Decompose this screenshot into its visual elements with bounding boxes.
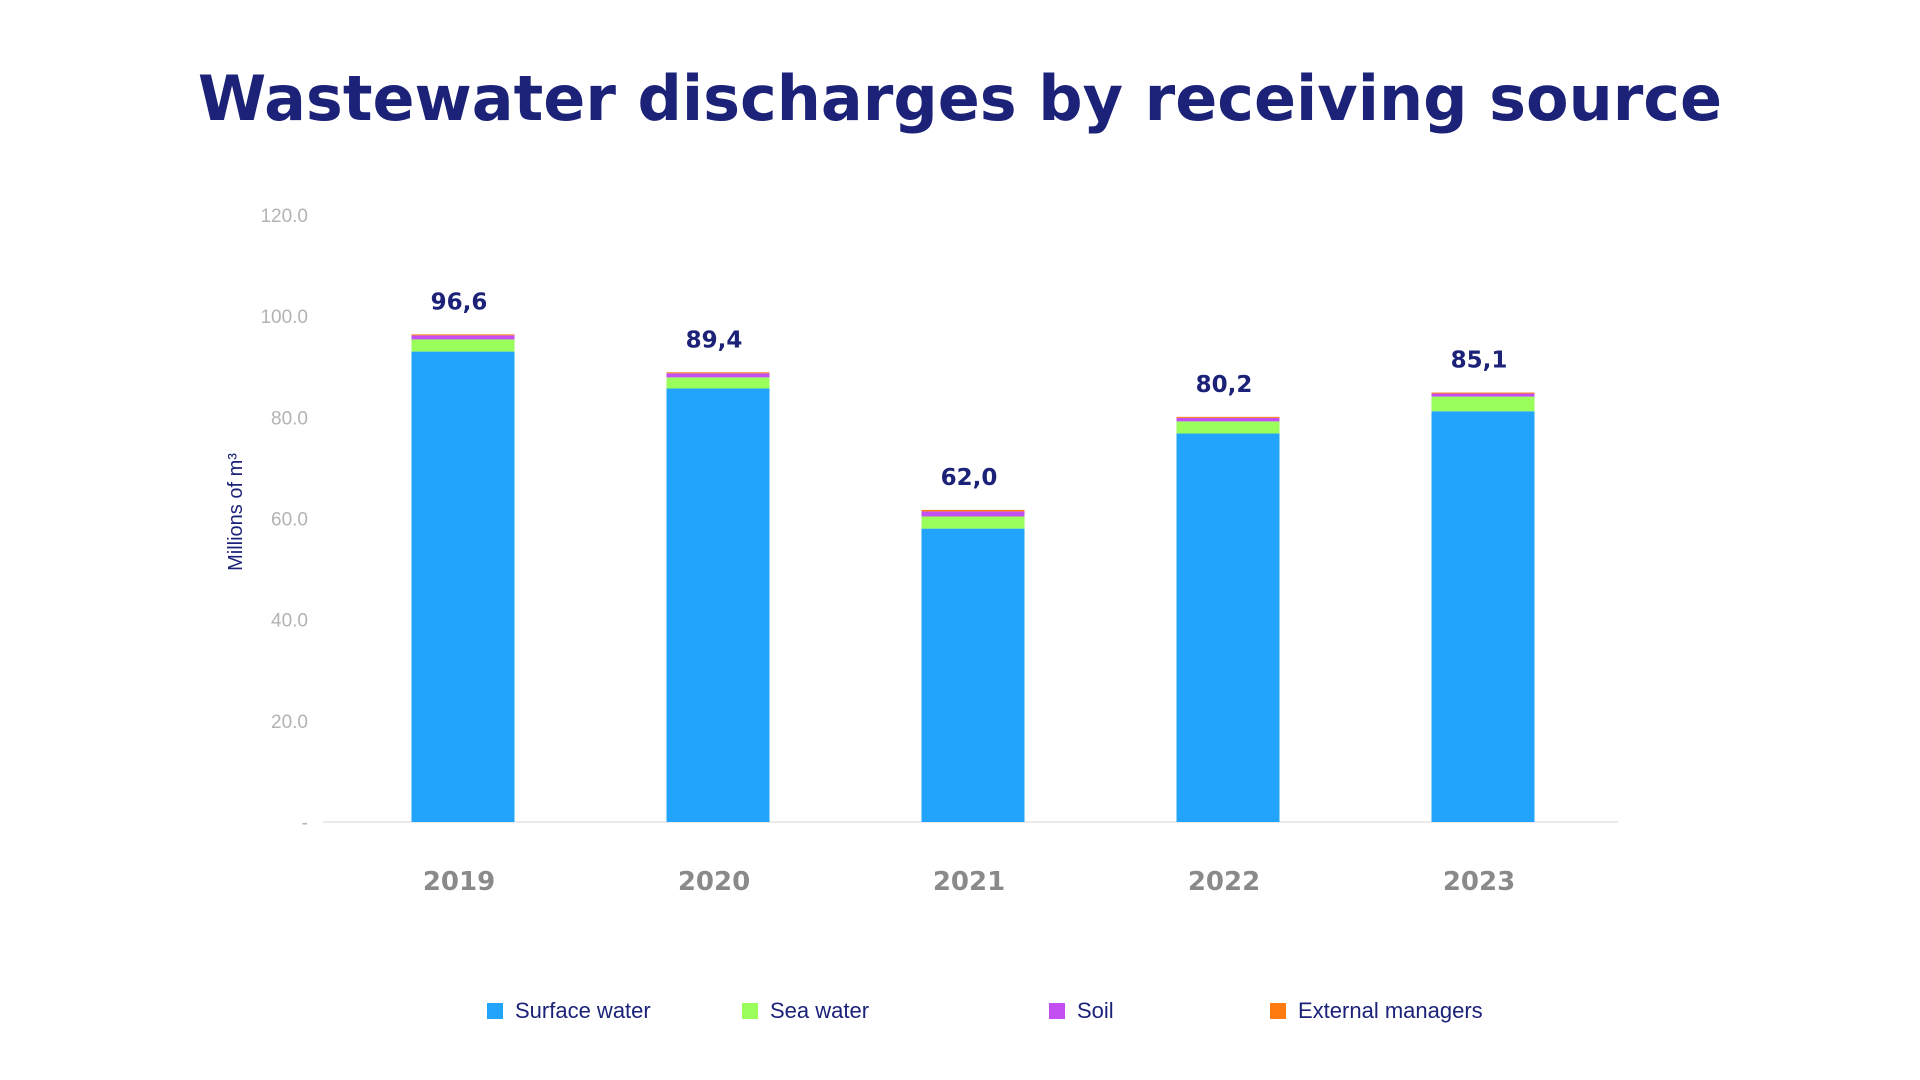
y-tick-label: 120.0 — [260, 206, 308, 227]
legend-swatch — [1270, 1003, 1286, 1019]
bar-segment-surface-water-2019 — [411, 351, 515, 822]
bar-segment-external-managers-2019 — [411, 334, 515, 336]
bar-segment-sea-water-2023 — [1431, 396, 1535, 412]
y-tick-label: - — [302, 813, 308, 834]
bar-total-label-2023: 85,1 — [1451, 348, 1508, 374]
legend-label: Sea water — [770, 998, 870, 1023]
y-axis-title: Millions of m³ — [225, 453, 247, 571]
x-tick-label-2019: 2019 — [423, 867, 495, 897]
legend-item-external-managers: External managers — [1270, 998, 1483, 1024]
bar-segment-surface-water-2022 — [1176, 433, 1280, 822]
bars — [411, 334, 1535, 822]
bar-segment-external-managers-2023 — [1431, 392, 1535, 394]
bar-segment-soil-2021 — [921, 511, 1025, 517]
legend-label: External managers — [1298, 998, 1483, 1023]
bar-total-label-2022: 80,2 — [1196, 372, 1253, 398]
legend-swatch — [487, 1003, 503, 1019]
bar-segment-soil-2023 — [1431, 393, 1535, 397]
legend-item-surface-water: Surface water — [487, 998, 651, 1024]
legend-item-soil: Soil — [1049, 998, 1114, 1024]
bar-segment-external-managers-2020 — [666, 372, 770, 374]
x-tick-label-2023: 2023 — [1443, 867, 1515, 897]
bar-total-label-2019: 96,6 — [431, 289, 488, 315]
bar-segment-sea-water-2020 — [666, 377, 770, 389]
bar-segment-surface-water-2020 — [666, 388, 770, 822]
bar-segment-soil-2019 — [411, 335, 515, 340]
bar-total-label-2020: 89,4 — [686, 327, 743, 353]
bar-total-label-2021: 62,0 — [941, 465, 998, 491]
bar-segment-sea-water-2019 — [411, 339, 515, 352]
bar-segment-soil-2022 — [1176, 417, 1280, 422]
y-tick-label: 40.0 — [271, 611, 308, 632]
x-tick-label-2021: 2021 — [933, 867, 1005, 897]
x-tick-label-2020: 2020 — [678, 867, 750, 897]
legend-item-sea-water: Sea water — [742, 998, 869, 1024]
legend-swatch — [1049, 1003, 1065, 1019]
y-tick-label: 20.0 — [271, 712, 308, 733]
bar-segment-sea-water-2022 — [1176, 421, 1280, 434]
legend-label: Soil — [1077, 998, 1114, 1023]
y-tick-label: 80.0 — [271, 408, 308, 429]
y-tick-label: 100.0 — [260, 307, 308, 328]
data-labels: 96,6 2019 89,4 2020 62,0 2021 80,2 2022 85,1 2023 — [423, 289, 1515, 897]
y-axis: - 20.0 40.0 60.0 80.0 100.0 120.0 — [260, 206, 308, 834]
bar-segment-soil-2020 — [666, 373, 770, 378]
legend-swatch — [742, 1003, 758, 1019]
legend-label: Surface water — [515, 998, 651, 1023]
chart-title: Wastewater discharges by receiving sourc… — [197, 62, 1723, 135]
bar-segment-sea-water-2021 — [921, 516, 1025, 529]
legend: Surface water Sea water Soil External manag… — [0, 998, 1920, 1038]
bar-segment-external-managers-2022 — [1176, 416, 1280, 418]
bar-segment-surface-water-2021 — [921, 528, 1025, 822]
y-tick-label: 60.0 — [271, 510, 308, 531]
bar-segment-external-managers-2021 — [921, 509, 1025, 512]
bar-segment-surface-water-2023 — [1431, 411, 1535, 822]
x-tick-label-2022: 2022 — [1188, 867, 1260, 897]
